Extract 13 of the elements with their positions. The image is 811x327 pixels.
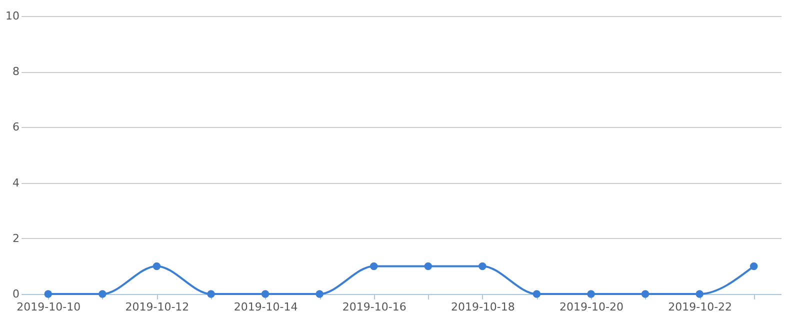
x-tick-label: 2019-10-12: [125, 300, 190, 314]
y-tick-label: 6: [12, 120, 20, 134]
x-tick-label: 2019-10-20: [560, 300, 624, 314]
x-tick-label: 2019-10-16: [342, 300, 406, 314]
y-tick-label: 10: [6, 10, 20, 22]
y-tick-label: 2: [12, 232, 20, 245]
y-tick-label: 0: [12, 288, 20, 300]
y-tick-label: 8: [12, 65, 20, 78]
x-tick-label: 2019-10-10: [16, 300, 81, 314]
x-tick-label: 2019-10-22: [668, 300, 732, 314]
y-tick-label: 4: [12, 176, 20, 190]
x-tick-label: 2019-10-14: [234, 300, 298, 314]
x-tick-label: 2019-10-18: [450, 300, 515, 314]
